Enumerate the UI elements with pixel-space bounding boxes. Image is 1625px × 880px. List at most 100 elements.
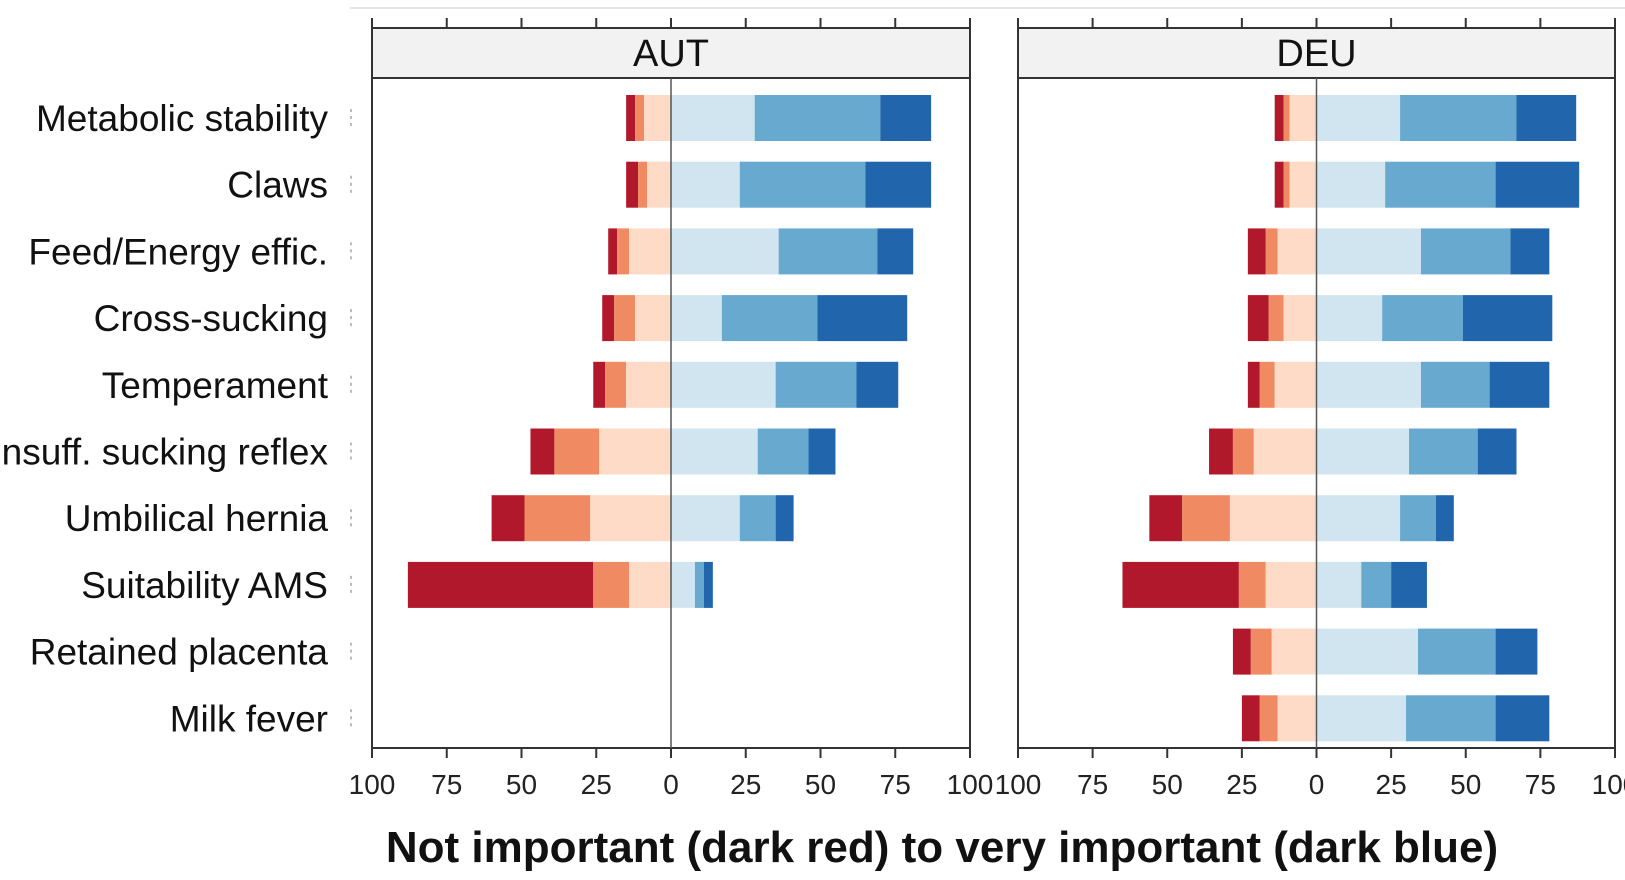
bar-segment-l5	[739, 161, 866, 208]
bar-segment-l3	[629, 228, 671, 275]
bar-segment-l3	[1283, 295, 1317, 342]
panel-aut: AUT 100 75 50 25 0 25 50 75 100	[349, 18, 993, 800]
tick-label: 100	[995, 769, 1042, 800]
bar-segment-l1	[1122, 561, 1239, 608]
bar-segment-l5	[1420, 361, 1490, 408]
tick-label: 25	[581, 769, 612, 800]
bar-segment-l2	[1268, 295, 1284, 342]
bar-row	[1247, 295, 1553, 342]
bar-segment-l1	[1247, 361, 1260, 408]
bar-row	[1122, 561, 1427, 608]
bar-segment-l5	[1361, 561, 1392, 608]
tick-label: 50	[805, 769, 836, 800]
bar-row	[593, 361, 899, 408]
bar-segment-l6	[703, 561, 713, 608]
bar-segment-l1	[1274, 95, 1284, 141]
bar-segment-l1	[1209, 428, 1233, 475]
category-label: Insuff. sucking reflex	[0, 432, 328, 473]
bar-segment-l3	[629, 561, 671, 608]
bar-row	[1209, 428, 1517, 475]
bar-segment-l5	[778, 228, 878, 275]
tick-label: 100	[349, 769, 396, 800]
bar-segment-l6	[1495, 161, 1580, 208]
bar-segment-l5	[1406, 695, 1496, 742]
panel-title: AUT	[633, 33, 709, 75]
bar-row	[626, 161, 932, 208]
bar-segment-l6	[775, 495, 794, 542]
bar-row	[626, 95, 932, 141]
bar-segment-l2	[617, 228, 630, 275]
bar-segment-l6	[1495, 695, 1550, 742]
bar-segment-l1	[1149, 495, 1183, 542]
bar-segment-l1	[608, 228, 618, 275]
bar-segment-l6	[817, 295, 908, 342]
tick-label: 50	[1450, 769, 1481, 800]
bar-segment-l2	[524, 495, 591, 542]
bar-segment-l4	[671, 95, 755, 141]
bar-segment-l6	[880, 95, 932, 141]
tick-label: 0	[1309, 769, 1325, 800]
tick-label: 50	[1152, 769, 1183, 800]
bar-segment-l1	[602, 295, 615, 342]
bar-segment-l5	[754, 95, 881, 141]
bar-segment-l2	[1250, 628, 1272, 675]
tick-label: 100	[1592, 769, 1625, 800]
tick-label: 25	[1376, 769, 1407, 800]
bar-segment-l2	[635, 95, 645, 141]
bar-segment-l6	[1462, 295, 1553, 342]
bar-segment-l2	[1283, 95, 1290, 141]
bar-row	[1274, 95, 1577, 141]
bar-segment-l1	[407, 561, 594, 608]
bar-segment-l3	[1229, 495, 1317, 542]
bar-segment-l2	[554, 428, 600, 475]
bar-segment-l4	[1316, 95, 1401, 141]
bar-segment-l2	[1259, 695, 1278, 742]
tick-label: 25	[1226, 769, 1257, 800]
bar-segment-l1	[491, 495, 525, 542]
category-label: Feed/Energy effic.	[28, 231, 328, 272]
panel-title: DEU	[1276, 33, 1356, 75]
bar-segment-l3	[1265, 561, 1317, 608]
bar-segment-l4	[1316, 161, 1386, 208]
category-label: Temperament	[102, 365, 329, 406]
bar-row	[491, 495, 794, 542]
bar-segment-l6	[808, 428, 836, 475]
bar-row	[407, 561, 713, 608]
bar-segment-l2	[1259, 361, 1275, 408]
bar-segment-l6	[1495, 628, 1538, 675]
bar-row	[530, 428, 836, 475]
bar-segment-l5	[1409, 428, 1478, 475]
bar-segment-l1	[1232, 628, 1251, 675]
bar-segment-l6	[865, 161, 932, 208]
bar-segment-l1	[1247, 295, 1269, 342]
bar-segment-l4	[1316, 228, 1421, 275]
x-axis-title: Not important (dark red) to very importa…	[386, 823, 1498, 872]
bar-row	[602, 295, 908, 342]
category-label: Suitability AMS	[81, 565, 328, 606]
tick-label: 75	[1077, 769, 1108, 800]
bar-segment-l3	[635, 295, 671, 342]
bar-segment-l2	[638, 161, 648, 208]
bar-segment-l5	[721, 295, 818, 342]
category-label: Claws	[227, 165, 328, 206]
bar-row	[1149, 495, 1454, 542]
tick-label: 50	[506, 769, 537, 800]
bar-segment-l5	[1382, 295, 1463, 342]
bar-segment-l5	[775, 361, 857, 408]
bar-segment-l6	[1510, 228, 1550, 275]
bar-segment-l3	[644, 95, 671, 141]
strip-header	[371, 27, 971, 79]
bar-segment-l1	[626, 161, 639, 208]
bar-segment-l4	[1316, 561, 1362, 608]
bar-segment-l4	[671, 161, 740, 208]
bar-segment-l4	[671, 361, 776, 408]
bar-segment-l4	[1316, 628, 1418, 675]
bar-segment-l6	[1477, 428, 1517, 475]
panel-deu: DEU 100 75 50 25 0 25 50 75 100	[995, 18, 1625, 800]
bar-segment-l3	[1289, 95, 1317, 141]
bar-segment-l3	[626, 361, 671, 408]
bar-segment-l1	[1247, 228, 1266, 275]
bar-segment-l6	[1391, 561, 1427, 608]
bar-segment-l1	[593, 361, 606, 408]
